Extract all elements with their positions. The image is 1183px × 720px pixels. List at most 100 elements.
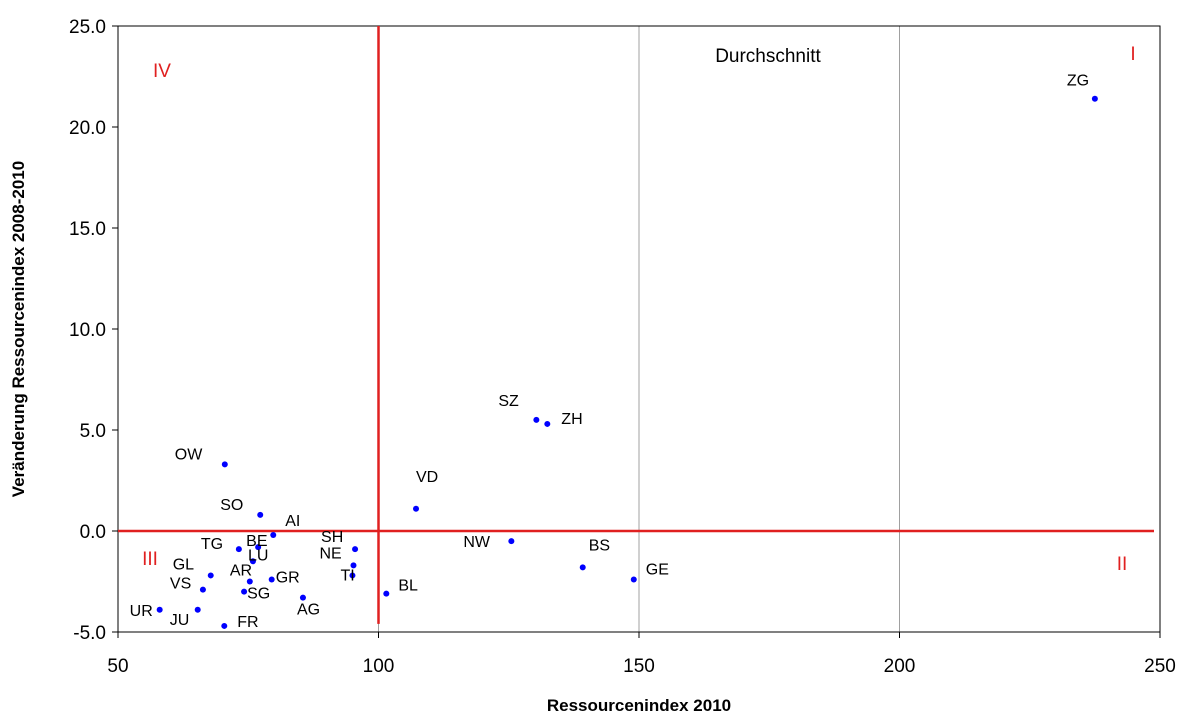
point-label: BS <box>589 537 610 554</box>
point-label: BE <box>246 533 267 550</box>
point-label: FR <box>237 614 258 631</box>
data-point-sz: SZ <box>498 393 540 423</box>
point-label: VS <box>170 576 191 593</box>
point-marker <box>383 590 390 597</box>
point-label: TI <box>340 567 354 584</box>
data-point-zh: ZH <box>544 411 583 428</box>
point-marker <box>630 576 637 583</box>
data-point-gl: GL <box>173 556 214 579</box>
point-marker <box>246 578 253 585</box>
point-label: NW <box>463 534 491 551</box>
data-point-gr: GR <box>268 569 300 586</box>
data-point-fr: FR <box>221 614 259 631</box>
data-point-ge: GE <box>630 561 669 583</box>
point-marker <box>255 544 262 551</box>
point-marker <box>221 622 228 629</box>
point-marker <box>221 461 228 468</box>
point-label: UR <box>130 603 153 620</box>
y-tick-label: 5.0 <box>80 421 106 442</box>
data-point-vd: VD <box>413 469 438 512</box>
point-label: OW <box>175 446 203 463</box>
point-label: JU <box>170 612 190 629</box>
point-label: ZG <box>1067 73 1089 90</box>
data-point-bs: BS <box>579 537 610 571</box>
point-marker <box>349 572 356 579</box>
quadrant-label-i: I <box>1130 44 1135 65</box>
data-point-so: SO <box>220 497 264 518</box>
point-label: SO <box>220 497 243 514</box>
point-label: SH <box>321 529 343 546</box>
grid-lines <box>378 26 900 632</box>
y-tick-label: 10.0 <box>69 320 106 341</box>
data-point-ur: UR <box>130 603 163 620</box>
y-tick-label: 0.0 <box>80 522 106 543</box>
quadrant-label-iii: III <box>142 549 158 570</box>
quadrant-label-ii: II <box>1117 554 1128 575</box>
y-tick-label: 15.0 <box>69 219 106 240</box>
data-point-nw: NW <box>463 534 515 551</box>
data-point-sg: SG <box>241 586 270 603</box>
point-label: NE <box>319 545 341 562</box>
point-marker <box>508 538 515 545</box>
point-label: LU <box>248 547 268 564</box>
point-marker <box>241 588 248 595</box>
data-point-sh: SH <box>321 529 359 553</box>
x-axis-title: Ressourcenindex 2010 <box>547 696 731 715</box>
point-marker <box>352 546 359 553</box>
point-label: AG <box>297 602 320 619</box>
point-label: BL <box>398 578 418 595</box>
y-tick-label: 25.0 <box>69 17 106 38</box>
point-marker <box>1091 95 1098 102</box>
data-point-ti: TI <box>340 567 356 584</box>
point-marker <box>350 562 357 569</box>
y-tick-label: -5.0 <box>73 623 106 644</box>
point-label: TG <box>201 536 223 553</box>
data-point-zg: ZG <box>1067 73 1098 102</box>
x-tick-label: 100 <box>363 656 395 677</box>
point-marker <box>544 420 551 427</box>
point-label: GR <box>276 569 300 586</box>
x-tick-label: 200 <box>884 656 916 677</box>
point-label: GE <box>646 561 669 578</box>
point-marker <box>194 606 201 613</box>
data-point-ow: OW <box>175 446 228 468</box>
data-point-ai: AI <box>270 513 300 539</box>
x-tick-label: 50 <box>107 656 128 677</box>
data-point-ag: AG <box>297 594 320 619</box>
data-point-ne: NE <box>319 545 357 569</box>
point-label: GL <box>173 556 194 573</box>
y-axis-title: Veränderung Ressourcenindex 2008-2010 <box>9 161 28 497</box>
point-marker <box>257 511 264 518</box>
point-marker <box>270 532 277 539</box>
point-marker <box>268 576 275 583</box>
data-point-be: BE <box>246 533 267 551</box>
point-marker <box>579 564 586 571</box>
point-marker <box>413 505 420 512</box>
point-label: VD <box>416 469 438 486</box>
point-marker <box>156 606 163 613</box>
point-marker <box>249 558 256 565</box>
x-tick-label: 250 <box>1144 656 1176 677</box>
x-tick-label: 150 <box>623 656 655 677</box>
point-marker <box>207 572 214 579</box>
point-label: ZH <box>561 411 582 428</box>
point-label: SG <box>247 586 270 603</box>
point-marker <box>199 586 206 593</box>
axis-ticks: 50 100 150 200 250 -5.0 0.0 5.0 10.0 15.0 20.0 25.0 <box>69 17 1176 677</box>
data-point-ar: AR <box>230 563 253 585</box>
data-point-lu: LU <box>248 547 268 565</box>
reference-lines <box>118 26 1154 624</box>
point-label: SZ <box>498 393 519 410</box>
data-point-bl: BL <box>383 578 418 597</box>
data-point-vs: VS <box>170 576 206 593</box>
point-label: AI <box>285 513 300 530</box>
data-point-tg: TG <box>201 536 242 553</box>
point-marker <box>533 416 540 423</box>
point-marker <box>235 546 242 553</box>
point-marker <box>299 594 306 601</box>
quadrant-label-iv: IV <box>153 61 171 82</box>
data-point-ju: JU <box>170 606 201 629</box>
